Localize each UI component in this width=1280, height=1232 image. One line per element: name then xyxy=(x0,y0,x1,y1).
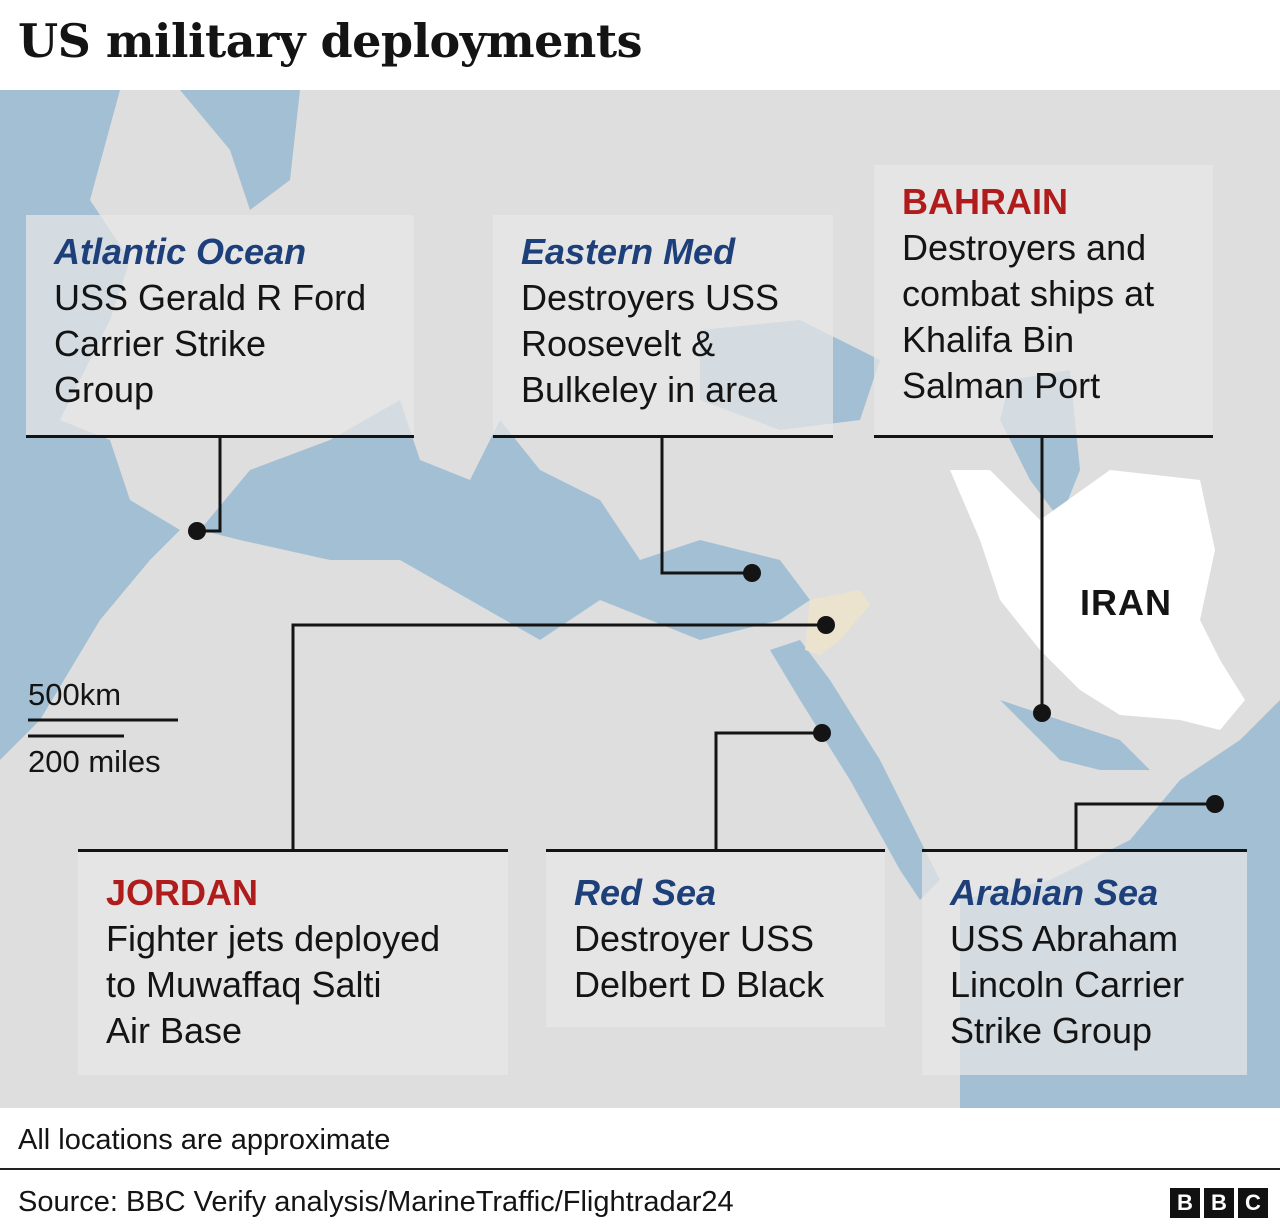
callout-line: USS Abraham xyxy=(950,918,1179,959)
page-title: US military deployments xyxy=(18,14,643,68)
bbc-logo: B B C xyxy=(1170,1188,1268,1218)
footer-divider xyxy=(0,1168,1280,1170)
marker-atlantic xyxy=(188,522,206,540)
callout-heading: Arabian Sea xyxy=(950,872,1159,913)
callout-line: to Muwaffaq Salti xyxy=(106,964,382,1005)
connector-arabian-sea xyxy=(1074,802,1215,851)
callout-atlantic: Atlantic Ocean USS Gerald R Ford Carrier… xyxy=(26,215,414,438)
source-text: Source: BBC Verify analysis/MarineTraffi… xyxy=(18,1186,734,1218)
marker-arabian-sea xyxy=(1206,795,1224,813)
marker-jordan xyxy=(817,616,835,634)
callout-heading: Eastern Med xyxy=(521,231,736,272)
callout-heading: Red Sea xyxy=(574,872,717,913)
callout-line: Carrier Strike xyxy=(54,323,267,364)
callout-line: Delbert D Black xyxy=(574,964,825,1005)
connector-jordan xyxy=(291,623,826,851)
scale-miles-label: 200 miles xyxy=(28,744,161,779)
callout-line: Air Base xyxy=(106,1010,243,1051)
marker-bahrain xyxy=(1033,704,1051,722)
callout-arabian-sea: Arabian Sea USS Abraham Lincoln Carrier … xyxy=(922,849,1247,1075)
connector-red-sea xyxy=(714,731,822,851)
scale-km-label: 500km xyxy=(28,677,122,712)
callout-line: Roosevelt & xyxy=(521,323,716,364)
north-sea xyxy=(180,90,300,210)
callout-heading: JORDAN xyxy=(106,872,259,913)
approximate-note: All locations are approximate xyxy=(18,1124,391,1156)
mediterranean-sea xyxy=(200,400,810,640)
callout-line: Group xyxy=(54,369,155,410)
callout-line: combat ships at xyxy=(902,273,1155,314)
logo-letter: B xyxy=(1204,1188,1234,1218)
callout-line: Lincoln Carrier xyxy=(950,964,1185,1005)
connector-eastern-med xyxy=(660,436,752,575)
red-sea xyxy=(770,640,940,900)
marker-eastern-med xyxy=(743,564,761,582)
marker-red-sea xyxy=(813,724,831,742)
callout-line: Strike Group xyxy=(950,1010,1153,1051)
logo-letter: B xyxy=(1170,1188,1200,1218)
callout-jordan: JORDAN Fighter jets deployed to Muwaffaq… xyxy=(78,849,508,1075)
callout-red-sea: Red Sea Destroyer USS Delbert D Black xyxy=(546,849,885,1027)
callout-eastern-med: Eastern Med Destroyers USS Roosevelt & B… xyxy=(493,215,833,438)
callout-heading: BAHRAIN xyxy=(902,181,1068,222)
callout-line: Bulkeley in area xyxy=(521,369,778,410)
callout-line: Destroyer USS xyxy=(574,918,815,959)
callout-line: Khalifa Bin xyxy=(902,319,1075,360)
jordan-shape xyxy=(805,590,870,655)
logo-letter: C xyxy=(1238,1188,1268,1218)
callout-line: Salman Port xyxy=(902,365,1101,406)
iran-label: IRAN xyxy=(1080,582,1172,623)
callout-heading: Atlantic Ocean xyxy=(54,231,307,272)
callout-line: Fighter jets deployed xyxy=(106,918,441,959)
callout-line: Destroyers USS xyxy=(521,277,780,318)
callout-bahrain: BAHRAIN Destroyers and combat ships at K… xyxy=(874,165,1213,438)
iran-shape xyxy=(950,470,1245,730)
callout-line: Destroyers and xyxy=(902,227,1147,268)
callout-line: USS Gerald R Ford xyxy=(54,277,367,318)
